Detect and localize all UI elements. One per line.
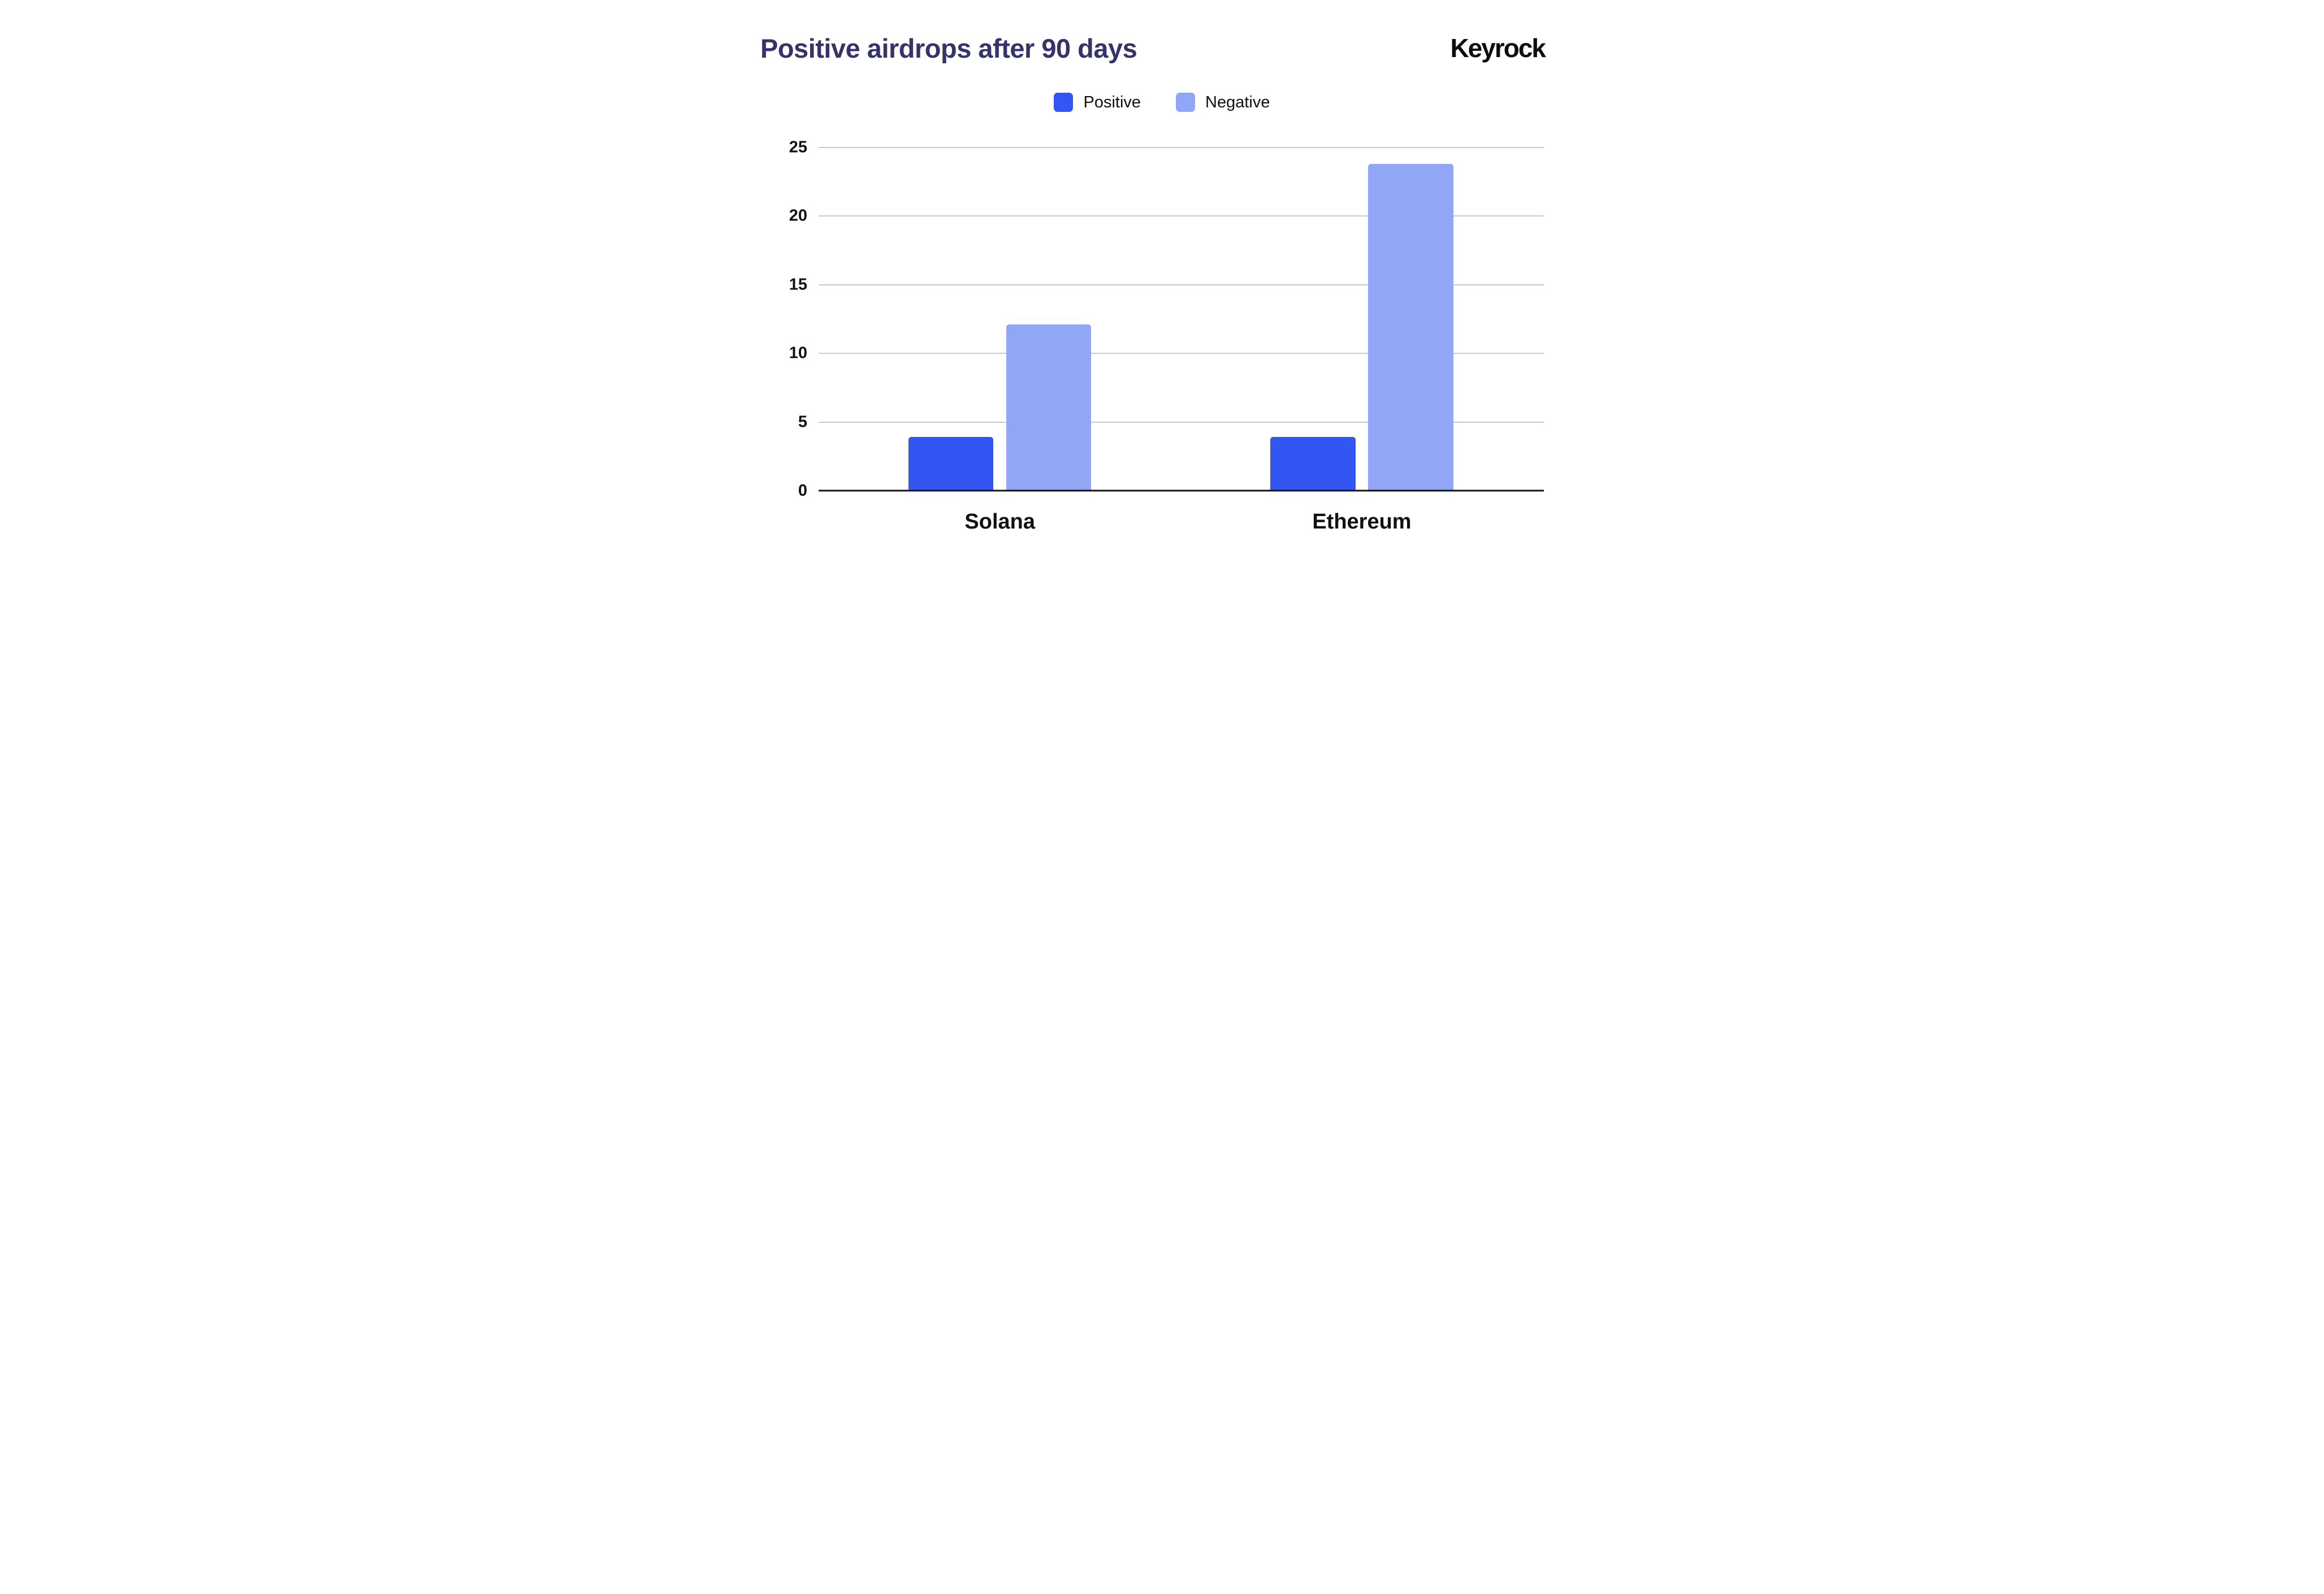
keyrock-logo: Keyrock	[1450, 33, 1546, 63]
legend: Positive Negative	[725, 91, 1599, 114]
x-label-ethereum: Ethereum	[1312, 510, 1412, 534]
legend-swatch-positive	[1054, 93, 1074, 112]
legend-item-negative: Negative	[1176, 93, 1270, 112]
gridline-25: 25	[789, 138, 1544, 157]
legend-item-positive: Positive	[1054, 93, 1141, 112]
gridline-20: 20	[789, 207, 1544, 225]
y-tick-label-20: 20	[789, 206, 807, 225]
x-axis-baseline: 0	[798, 482, 1544, 500]
gridline-5: 5	[798, 413, 1544, 431]
legend-label: Positive	[1083, 93, 1141, 111]
bar-ethereum-positive	[1270, 437, 1356, 491]
page-title: Positive airdrops after 90 days	[760, 33, 1137, 63]
gridline-15: 15	[789, 275, 1544, 293]
header: Positive airdrops after 90 days Keyrock	[725, 0, 1599, 64]
y-tick-label-0: 0	[798, 481, 807, 500]
bar-solana-negative	[1006, 324, 1092, 491]
gridline-10: 10	[789, 344, 1544, 362]
bar-ethereum-negative	[1368, 164, 1453, 491]
legend-label: Negative	[1205, 93, 1270, 111]
bar-solana-positive	[908, 437, 994, 491]
chart-page: Positive airdrops after 90 days Keyrock …	[725, 0, 1599, 599]
y-tick-label-25: 25	[789, 138, 807, 157]
bar-chart: 0 5 10 15 20 25 Solana Ethereum	[725, 138, 1599, 547]
plot-area: 0 5 10 15 20 25	[789, 138, 1544, 500]
y-tick-label-15: 15	[789, 275, 807, 294]
x-label-solana: Solana	[964, 510, 1036, 534]
y-tick-label-5: 5	[798, 413, 807, 431]
legend-swatch-negative	[1176, 93, 1196, 112]
y-tick-label-10: 10	[789, 344, 807, 362]
x-axis-labels: Solana Ethereum	[819, 491, 1544, 547]
bar-group-solana	[908, 148, 1092, 491]
bar-group-ethereum	[1270, 148, 1453, 491]
